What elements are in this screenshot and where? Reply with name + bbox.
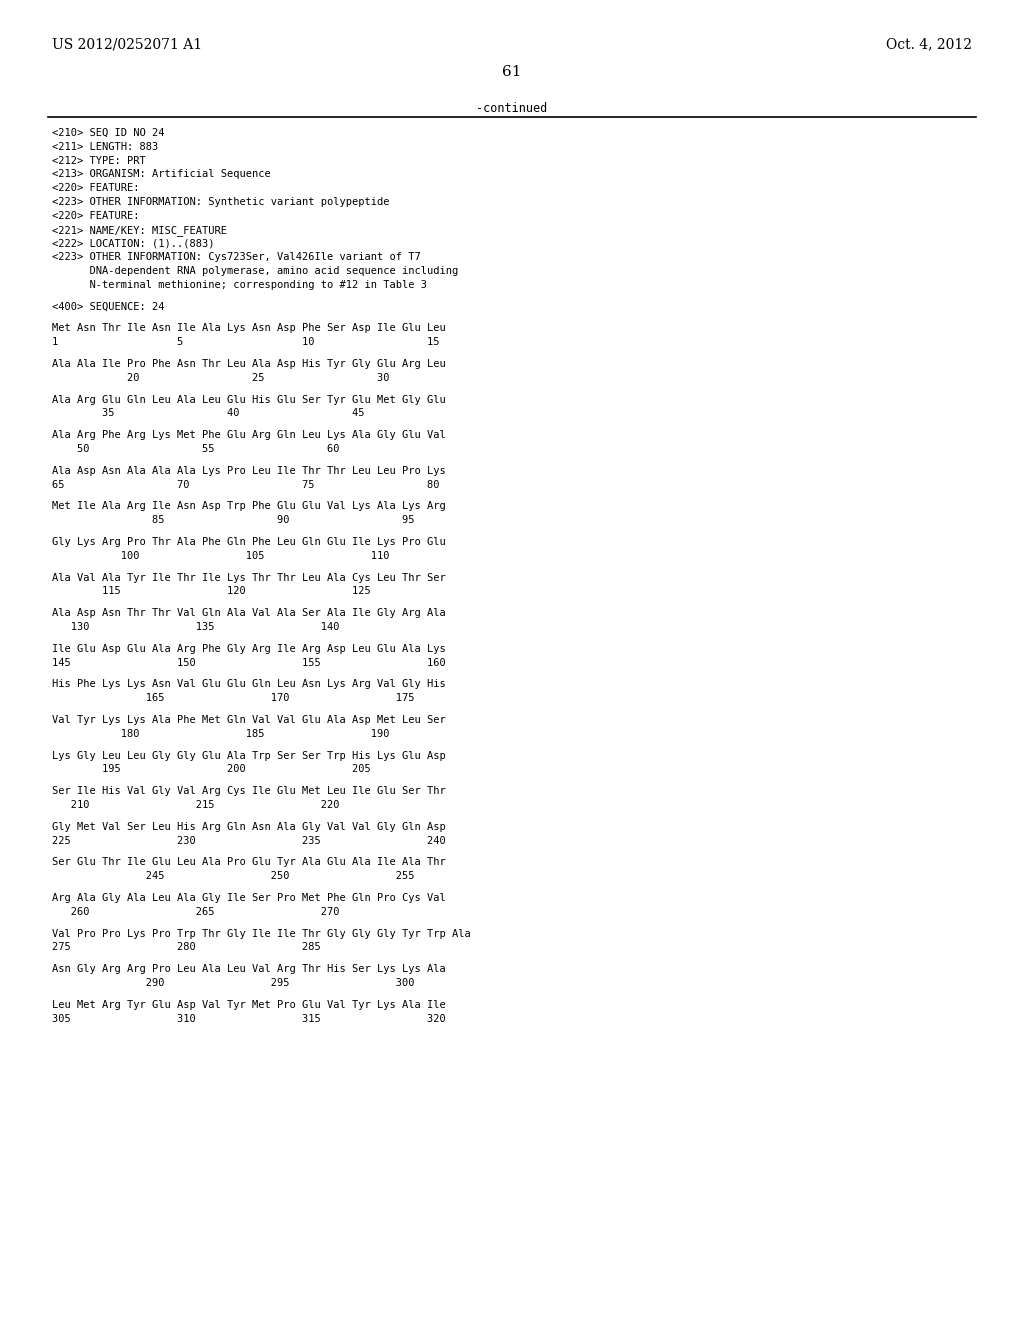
Text: Gly Lys Arg Pro Thr Ala Phe Gln Phe Leu Gln Glu Ile Lys Pro Glu: Gly Lys Arg Pro Thr Ala Phe Gln Phe Leu … — [52, 537, 445, 546]
Text: 50                  55                  60: 50 55 60 — [52, 444, 340, 454]
Text: 115                 120                 125: 115 120 125 — [52, 586, 371, 597]
Text: Val Tyr Lys Lys Ala Phe Met Gln Val Val Glu Ala Asp Met Leu Ser: Val Tyr Lys Lys Ala Phe Met Gln Val Val … — [52, 715, 445, 725]
Text: 20                  25                  30: 20 25 30 — [52, 372, 389, 383]
Text: Met Ile Ala Arg Ile Asn Asp Trp Phe Glu Glu Val Lys Ala Lys Arg: Met Ile Ala Arg Ile Asn Asp Trp Phe Glu … — [52, 502, 445, 511]
Text: Asn Gly Arg Arg Pro Leu Ala Leu Val Arg Thr His Ser Lys Lys Ala: Asn Gly Arg Arg Pro Leu Ala Leu Val Arg … — [52, 964, 445, 974]
Text: Ala Arg Glu Gln Leu Ala Leu Glu His Glu Ser Tyr Glu Met Gly Glu: Ala Arg Glu Gln Leu Ala Leu Glu His Glu … — [52, 395, 445, 405]
Text: <213> ORGANISM: Artificial Sequence: <213> ORGANISM: Artificial Sequence — [52, 169, 270, 180]
Text: 165                 170                 175: 165 170 175 — [52, 693, 415, 704]
Text: <220> FEATURE:: <220> FEATURE: — [52, 211, 139, 220]
Text: <222> LOCATION: (1)..(883): <222> LOCATION: (1)..(883) — [52, 239, 214, 248]
Text: His Phe Lys Lys Asn Val Glu Glu Gln Leu Asn Lys Arg Val Gly His: His Phe Lys Lys Asn Val Glu Glu Gln Leu … — [52, 680, 445, 689]
Text: Ala Asp Asn Ala Ala Ala Lys Pro Leu Ile Thr Thr Leu Leu Pro Lys: Ala Asp Asn Ala Ala Ala Lys Pro Leu Ile … — [52, 466, 445, 475]
Text: 260                 265                 270: 260 265 270 — [52, 907, 340, 917]
Text: <212> TYPE: PRT: <212> TYPE: PRT — [52, 156, 145, 165]
Text: 1                   5                   10                  15: 1 5 10 15 — [52, 337, 439, 347]
Text: Met Asn Thr Ile Asn Ile Ala Lys Asn Asp Phe Ser Asp Ile Glu Leu: Met Asn Thr Ile Asn Ile Ala Lys Asn Asp … — [52, 323, 445, 334]
Text: Arg Ala Gly Ala Leu Ala Gly Ile Ser Pro Met Phe Gln Pro Cys Val: Arg Ala Gly Ala Leu Ala Gly Ile Ser Pro … — [52, 894, 445, 903]
Text: N-terminal methionine; corresponding to #12 in Table 3: N-terminal methionine; corresponding to … — [52, 280, 427, 290]
Text: Lys Gly Leu Leu Gly Gly Glu Ala Trp Ser Ser Trp His Lys Glu Asp: Lys Gly Leu Leu Gly Gly Glu Ala Trp Ser … — [52, 751, 445, 760]
Text: <223> OTHER INFORMATION: Cys723Ser, Val426Ile variant of T7: <223> OTHER INFORMATION: Cys723Ser, Val4… — [52, 252, 421, 263]
Text: <223> OTHER INFORMATION: Synthetic variant polypeptide: <223> OTHER INFORMATION: Synthetic varia… — [52, 197, 389, 207]
Text: 85                  90                  95: 85 90 95 — [52, 515, 415, 525]
Text: 305                 310                 315                 320: 305 310 315 320 — [52, 1014, 445, 1023]
Text: 195                 200                 205: 195 200 205 — [52, 764, 371, 775]
Text: Ser Glu Thr Ile Glu Leu Ala Pro Glu Tyr Ala Glu Ala Ile Ala Thr: Ser Glu Thr Ile Glu Leu Ala Pro Glu Tyr … — [52, 858, 445, 867]
Text: 210                 215                 220: 210 215 220 — [52, 800, 340, 810]
Text: <221> NAME/KEY: MISC_FEATURE: <221> NAME/KEY: MISC_FEATURE — [52, 224, 227, 235]
Text: 180                 185                 190: 180 185 190 — [52, 729, 389, 739]
Text: <211> LENGTH: 883: <211> LENGTH: 883 — [52, 141, 159, 152]
Text: 130                 135                 140: 130 135 140 — [52, 622, 340, 632]
Text: 275                 280                 285: 275 280 285 — [52, 942, 321, 953]
Text: 145                 150                 155                 160: 145 150 155 160 — [52, 657, 445, 668]
Text: 61: 61 — [502, 65, 522, 79]
Text: Ala Arg Phe Arg Lys Met Phe Glu Arg Gln Leu Lys Ala Gly Glu Val: Ala Arg Phe Arg Lys Met Phe Glu Arg Gln … — [52, 430, 445, 440]
Text: Leu Met Arg Tyr Glu Asp Val Tyr Met Pro Glu Val Tyr Lys Ala Ile: Leu Met Arg Tyr Glu Asp Val Tyr Met Pro … — [52, 999, 445, 1010]
Text: Ala Ala Ile Pro Phe Asn Thr Leu Ala Asp His Tyr Gly Glu Arg Leu: Ala Ala Ile Pro Phe Asn Thr Leu Ala Asp … — [52, 359, 445, 370]
Text: 290                 295                 300: 290 295 300 — [52, 978, 415, 987]
Text: Ala Val Ala Tyr Ile Thr Ile Lys Thr Thr Leu Ala Cys Leu Thr Ser: Ala Val Ala Tyr Ile Thr Ile Lys Thr Thr … — [52, 573, 445, 582]
Text: Ser Ile His Val Gly Val Arg Cys Ile Glu Met Leu Ile Glu Ser Thr: Ser Ile His Val Gly Val Arg Cys Ile Glu … — [52, 787, 445, 796]
Text: Ile Glu Asp Glu Ala Arg Phe Gly Arg Ile Arg Asp Leu Glu Ala Lys: Ile Glu Asp Glu Ala Arg Phe Gly Arg Ile … — [52, 644, 445, 653]
Text: 100                 105                 110: 100 105 110 — [52, 550, 389, 561]
Text: 65                  70                  75                  80: 65 70 75 80 — [52, 479, 439, 490]
Text: Ala Asp Asn Thr Thr Val Gln Ala Val Ala Ser Ala Ile Gly Arg Ala: Ala Asp Asn Thr Thr Val Gln Ala Val Ala … — [52, 609, 445, 618]
Text: 245                 250                 255: 245 250 255 — [52, 871, 415, 882]
Text: <400> SEQUENCE: 24: <400> SEQUENCE: 24 — [52, 301, 165, 312]
Text: Val Pro Pro Lys Pro Trp Thr Gly Ile Ile Thr Gly Gly Gly Tyr Trp Ala: Val Pro Pro Lys Pro Trp Thr Gly Ile Ile … — [52, 928, 471, 939]
Text: <220> FEATURE:: <220> FEATURE: — [52, 183, 139, 193]
Text: <210> SEQ ID NO 24: <210> SEQ ID NO 24 — [52, 128, 165, 139]
Text: DNA-dependent RNA polymerase, amino acid sequence including: DNA-dependent RNA polymerase, amino acid… — [52, 267, 459, 276]
Text: 35                  40                  45: 35 40 45 — [52, 408, 365, 418]
Text: US 2012/0252071 A1: US 2012/0252071 A1 — [52, 37, 202, 51]
Text: -continued: -continued — [476, 102, 548, 115]
Text: 225                 230                 235                 240: 225 230 235 240 — [52, 836, 445, 846]
Text: Gly Met Val Ser Leu His Arg Gln Asn Ala Gly Val Val Gly Gln Asp: Gly Met Val Ser Leu His Arg Gln Asn Ala … — [52, 822, 445, 832]
Text: Oct. 4, 2012: Oct. 4, 2012 — [886, 37, 972, 51]
